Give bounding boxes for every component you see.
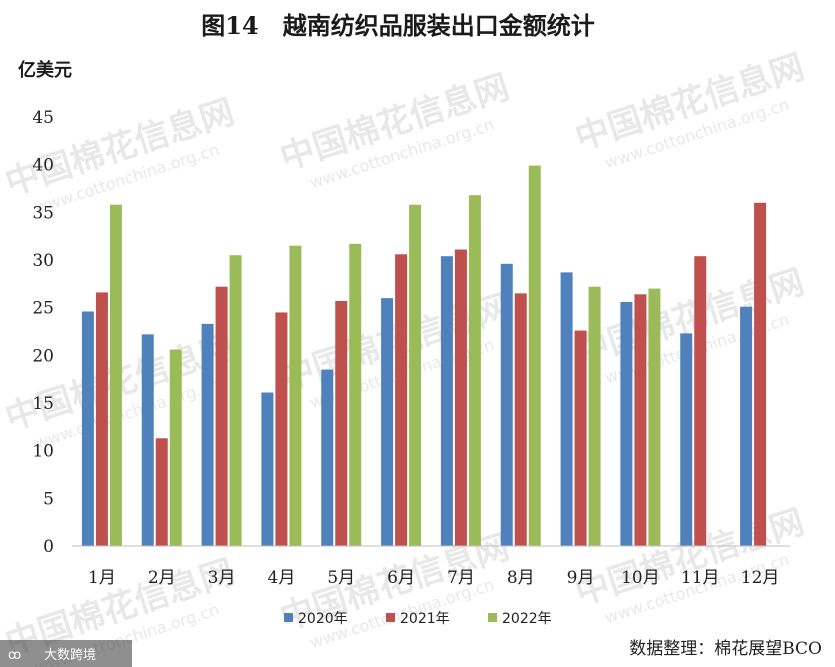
bar <box>528 165 541 546</box>
bar <box>321 369 334 546</box>
bar <box>634 294 647 546</box>
x-tick-label: 11月 <box>681 568 720 588</box>
source-note: 数据整理：棉花展望BCO <box>629 639 822 659</box>
corner-badge-background <box>0 640 132 667</box>
y-tick-label: 40 <box>32 156 54 176</box>
y-tick-label: 35 <box>32 203 54 223</box>
bar <box>81 311 94 546</box>
bar <box>754 202 767 547</box>
bars <box>81 165 767 547</box>
bar <box>648 288 661 546</box>
y-tick-label: 0 <box>43 537 54 557</box>
bar <box>680 333 693 546</box>
corner-label: 大数跨境 <box>44 648 96 663</box>
bar <box>141 334 154 546</box>
bar <box>500 263 513 546</box>
bar <box>215 286 228 546</box>
legend-label: 2021年 <box>400 611 450 627</box>
chart-title: 图14 越南纺织品服装出口金额统计 <box>201 11 594 40</box>
legend-swatch <box>488 613 497 622</box>
x-tick-label: 12月 <box>741 568 780 588</box>
bar <box>275 312 288 546</box>
y-axis-ticks: 0 5 10 15 20 25 30 35 40 45 <box>32 108 54 557</box>
bar <box>560 272 573 546</box>
y-tick-label: 20 <box>32 346 54 366</box>
link-icon: ꝏ <box>8 648 21 663</box>
y-tick-label: 25 <box>32 299 54 319</box>
y-tick-label: 15 <box>32 394 54 414</box>
bar <box>454 249 467 546</box>
x-tick-label: 5月 <box>327 568 355 588</box>
x-tick-label: 9月 <box>567 568 595 588</box>
y-tick-label: 5 <box>43 489 54 509</box>
bar <box>588 286 601 546</box>
bar <box>395 254 408 546</box>
bar <box>155 438 168 546</box>
legend: 2020年 2021年 2022年 <box>284 611 552 627</box>
x-tick-label: 4月 <box>268 568 296 588</box>
bar <box>440 256 453 546</box>
bar <box>514 293 527 546</box>
x-tick-label: 3月 <box>208 568 236 588</box>
x-tick-label: 10月 <box>621 568 660 588</box>
x-tick-label: 7月 <box>447 568 475 588</box>
bar <box>261 392 274 546</box>
bar <box>740 306 753 546</box>
bar <box>349 243 362 546</box>
y-tick-label: 45 <box>32 108 54 128</box>
bar <box>381 298 394 546</box>
bar <box>335 300 348 546</box>
x-tick-label: 2月 <box>148 568 176 588</box>
corner-badge: 大数跨境 ꝏ <box>0 640 132 667</box>
bar <box>95 292 108 546</box>
y-axis-unit-label: 亿美元 <box>18 59 72 81</box>
x-tick-label: 6月 <box>387 568 415 588</box>
bar <box>574 330 587 546</box>
bar <box>694 256 707 546</box>
legend-swatch <box>386 613 395 622</box>
bar <box>409 204 422 546</box>
bar <box>620 301 633 546</box>
x-axis-ticks: 1月 2月 3月 4月 5月 6月 7月 8月 9月 10月 11月 12月 <box>88 568 779 588</box>
y-tick-label: 10 <box>32 442 54 462</box>
bar <box>169 349 182 546</box>
legend-label: 2022年 <box>502 611 552 627</box>
legend-label: 2020年 <box>298 611 348 627</box>
x-tick-label: 1月 <box>88 568 116 588</box>
bar <box>468 195 481 546</box>
bar <box>289 245 302 546</box>
bar <box>229 255 242 546</box>
y-tick-label: 30 <box>32 251 54 271</box>
bar <box>109 204 122 546</box>
x-tick-label: 8月 <box>507 568 535 588</box>
bar <box>201 323 214 546</box>
legend-swatch <box>284 613 293 622</box>
